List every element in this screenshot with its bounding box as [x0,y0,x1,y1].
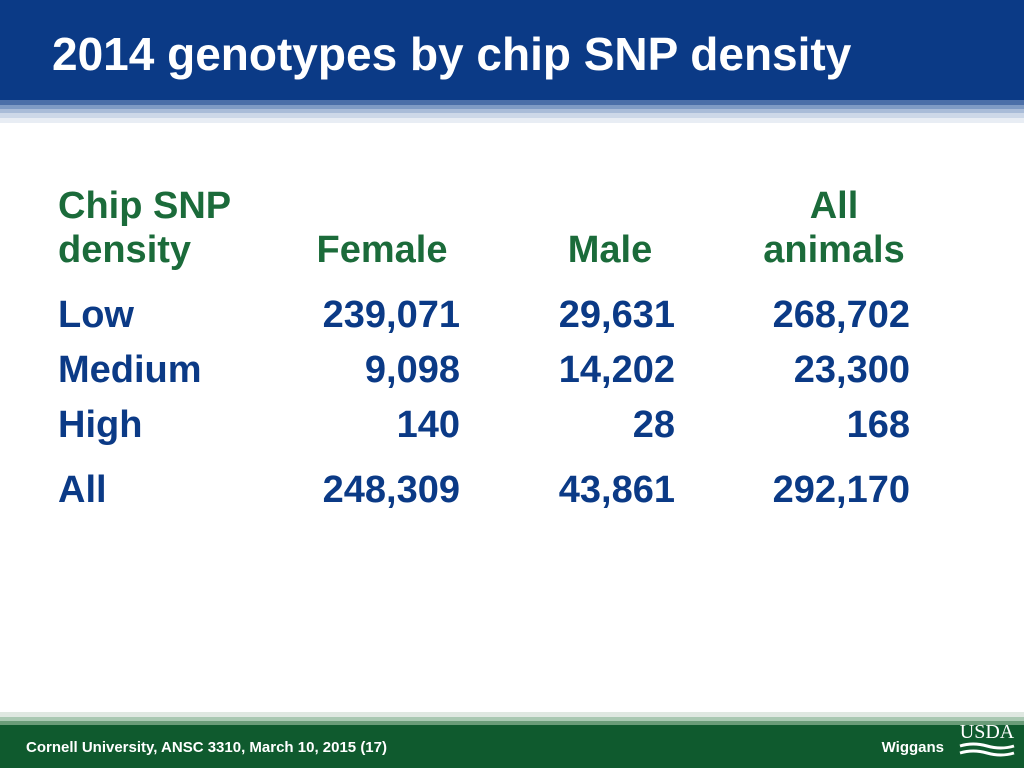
cell-high-male: 28 [632,404,675,446]
row-label-all: All [58,469,107,511]
header-stripe [0,113,1024,118]
slide-title: 2014 genotypes by chip SNP density [52,28,852,80]
cell-low-all: 268,702 [772,294,910,336]
footer-stripe [0,717,1024,721]
cell-medium-female: 9,098 [364,349,460,391]
header-male: Male [567,229,653,271]
cell-all-all: 292,170 [772,469,910,511]
footer-stripe [0,712,1024,717]
cell-low-male: 29,631 [558,294,675,336]
header-stripe [0,109,1024,113]
cell-medium-male: 14,202 [558,349,675,391]
row-label-medium: Medium [58,349,202,391]
footer-citation: Cornell University, ANSC 3310, March 10,… [26,739,387,756]
cell-low-female: 239,071 [322,294,460,336]
footer-author: Wiggans [881,739,944,756]
row-label-high: High [58,404,143,446]
cell-high-all: 168 [846,404,910,446]
usda-logo-icon: USDA [959,721,1015,757]
cell-high-female: 140 [396,404,460,446]
footer-stripe [0,721,1024,725]
header-density: density [58,229,192,271]
cell-all-male: 43,861 [558,469,675,511]
cell-medium-all: 23,300 [793,349,910,391]
cell-all-female: 248,309 [322,469,460,511]
header-all: All [809,185,859,227]
header-chip-snp: Chip SNP [58,185,232,227]
footer-bar [0,725,1024,768]
header-stripe [0,105,1024,109]
row-label-low: Low [58,294,134,336]
header-stripe [0,100,1024,105]
header-female: Female [316,229,448,271]
title-bar: 2014 genotypes by chip SNP density [0,0,1024,100]
usda-logo-text: USDA [960,721,1015,743]
header-animals: animals [763,229,905,271]
header-stripe [0,118,1024,123]
